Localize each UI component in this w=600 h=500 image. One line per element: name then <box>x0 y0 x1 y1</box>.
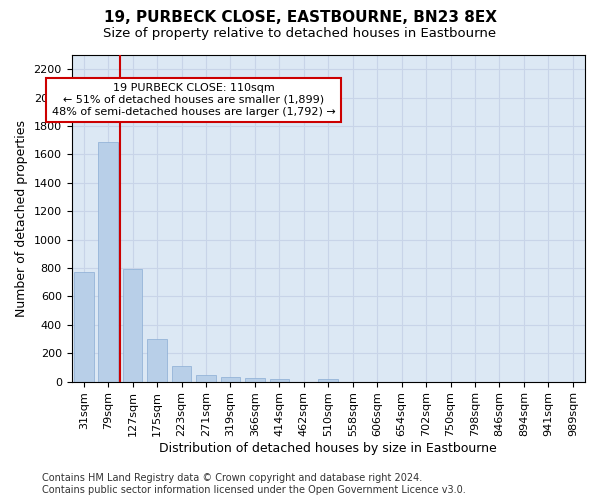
Bar <box>221 378 240 382</box>
Bar <box>123 268 142 382</box>
Bar <box>269 379 289 382</box>
Bar <box>148 339 167 382</box>
Text: Contains HM Land Registry data © Crown copyright and database right 2024.
Contai: Contains HM Land Registry data © Crown c… <box>42 474 466 495</box>
Text: 19, PURBECK CLOSE, EASTBOURNE, BN23 8EX: 19, PURBECK CLOSE, EASTBOURNE, BN23 8EX <box>104 10 497 25</box>
Bar <box>319 379 338 382</box>
Bar <box>74 272 94 382</box>
Bar <box>98 142 118 382</box>
Text: 19 PURBECK CLOSE: 110sqm
← 51% of detached houses are smaller (1,899)
48% of sem: 19 PURBECK CLOSE: 110sqm ← 51% of detach… <box>52 84 335 116</box>
Y-axis label: Number of detached properties: Number of detached properties <box>15 120 28 317</box>
Text: Size of property relative to detached houses in Eastbourne: Size of property relative to detached ho… <box>103 28 497 40</box>
X-axis label: Distribution of detached houses by size in Eastbourne: Distribution of detached houses by size … <box>160 442 497 455</box>
Bar <box>196 375 216 382</box>
Bar <box>172 366 191 382</box>
Bar <box>245 378 265 382</box>
